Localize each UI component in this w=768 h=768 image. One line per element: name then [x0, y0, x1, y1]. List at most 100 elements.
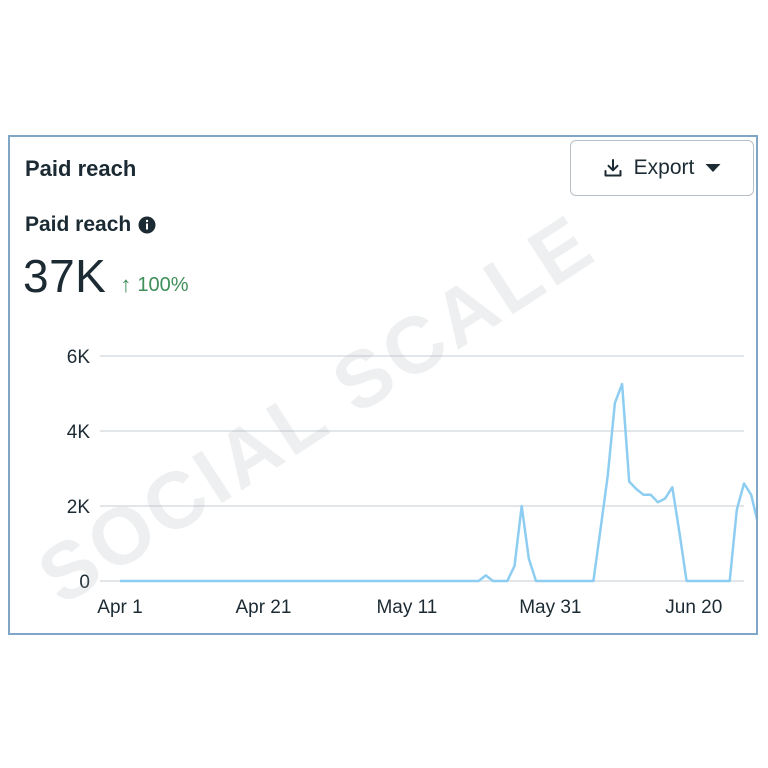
data-point[interactable]: [547, 578, 553, 584]
x-tick-label: May 11: [376, 597, 437, 618]
data-point[interactable]: [296, 578, 302, 584]
data-point[interactable]: [253, 578, 259, 584]
data-point[interactable]: [282, 578, 288, 584]
data-point[interactable]: [669, 484, 675, 490]
data-point[interactable]: [755, 522, 756, 528]
data-point[interactable]: [727, 578, 733, 584]
data-point[interactable]: [483, 572, 489, 578]
data-point[interactable]: [519, 503, 525, 509]
data-point[interactable]: [210, 578, 216, 584]
data-point[interactable]: [139, 578, 145, 584]
data-point[interactable]: [648, 492, 654, 498]
data-point[interactable]: [440, 578, 446, 584]
data-point[interactable]: [626, 479, 632, 485]
data-point[interactable]: [361, 578, 367, 584]
data-point[interactable]: [411, 578, 417, 584]
data-point[interactable]: [698, 578, 704, 584]
data-point[interactable]: [390, 578, 396, 584]
data-point[interactable]: [569, 578, 575, 584]
data-point[interactable]: [189, 578, 195, 584]
metric-delta-value: 100%: [137, 273, 189, 296]
data-point[interactable]: [433, 578, 439, 584]
data-point[interactable]: [347, 578, 353, 584]
data-point[interactable]: [397, 578, 403, 584]
data-point[interactable]: [339, 578, 345, 584]
metric-row: 37K ↑ 100%: [23, 249, 189, 303]
data-point[interactable]: [468, 578, 474, 584]
data-point[interactable]: [318, 578, 324, 584]
data-point[interactable]: [497, 578, 503, 584]
y-tick-label: 6K: [67, 347, 91, 368]
export-button[interactable]: Export: [570, 140, 754, 196]
data-point[interactable]: [741, 481, 747, 487]
data-point[interactable]: [576, 578, 582, 584]
data-point[interactable]: [368, 578, 374, 584]
data-point[interactable]: [382, 578, 388, 584]
data-point[interactable]: [476, 578, 482, 584]
data-point[interactable]: [182, 578, 188, 584]
data-point[interactable]: [124, 578, 130, 584]
data-point[interactable]: [720, 578, 726, 584]
data-point[interactable]: [583, 578, 589, 584]
data-point[interactable]: [712, 578, 718, 584]
chart-gridlines: [100, 355, 744, 582]
data-point[interactable]: [512, 563, 518, 569]
info-icon[interactable]: [138, 216, 156, 234]
data-point[interactable]: [425, 578, 431, 584]
data-point[interactable]: [533, 578, 539, 584]
data-point[interactable]: [662, 496, 668, 502]
data-point[interactable]: [217, 578, 223, 584]
data-point[interactable]: [540, 578, 546, 584]
data-point[interactable]: [153, 578, 159, 584]
y-tick-label: 4K: [67, 422, 91, 443]
data-point[interactable]: [590, 578, 596, 584]
data-point[interactable]: [246, 578, 252, 584]
data-point[interactable]: [490, 578, 496, 584]
data-point[interactable]: [239, 578, 245, 584]
data-point[interactable]: [605, 473, 611, 479]
data-point[interactable]: [332, 578, 338, 584]
data-point[interactable]: [117, 578, 123, 584]
data-point[interactable]: [555, 578, 561, 584]
data-point[interactable]: [633, 486, 639, 492]
data-point[interactable]: [225, 578, 231, 584]
data-point[interactable]: [619, 381, 625, 387]
data-point[interactable]: [748, 492, 754, 498]
data-point[interactable]: [612, 400, 618, 406]
data-point[interactable]: [404, 578, 410, 584]
data-point[interactable]: [232, 578, 238, 584]
data-point[interactable]: [146, 578, 152, 584]
data-point[interactable]: [504, 578, 510, 584]
data-point[interactable]: [734, 507, 740, 513]
data-point[interactable]: [676, 529, 682, 535]
data-point[interactable]: [174, 578, 180, 584]
data-point[interactable]: [691, 578, 697, 584]
data-point[interactable]: [641, 492, 647, 498]
data-point[interactable]: [311, 578, 317, 584]
data-point[interactable]: [461, 578, 467, 584]
data-point[interactable]: [562, 578, 568, 584]
data-point[interactable]: [655, 499, 661, 505]
data-point[interactable]: [160, 578, 166, 584]
data-point[interactable]: [325, 578, 331, 584]
data-point[interactable]: [526, 556, 532, 562]
data-point[interactable]: [260, 578, 266, 584]
data-point[interactable]: [304, 578, 310, 584]
data-point[interactable]: [131, 578, 137, 584]
data-point[interactable]: [684, 578, 690, 584]
metric-value: 37K: [23, 250, 107, 302]
data-point[interactable]: [268, 578, 274, 584]
data-point[interactable]: [275, 578, 281, 584]
data-point[interactable]: [705, 578, 711, 584]
metric-delta: ↑ 100%: [120, 272, 188, 298]
data-point[interactable]: [447, 578, 453, 584]
data-point[interactable]: [375, 578, 381, 584]
data-point[interactable]: [418, 578, 424, 584]
data-point[interactable]: [167, 578, 173, 584]
data-point[interactable]: [354, 578, 360, 584]
data-point[interactable]: [598, 526, 604, 532]
data-point[interactable]: [203, 578, 209, 584]
data-point[interactable]: [196, 578, 202, 584]
data-point[interactable]: [289, 578, 295, 584]
data-point[interactable]: [454, 578, 460, 584]
